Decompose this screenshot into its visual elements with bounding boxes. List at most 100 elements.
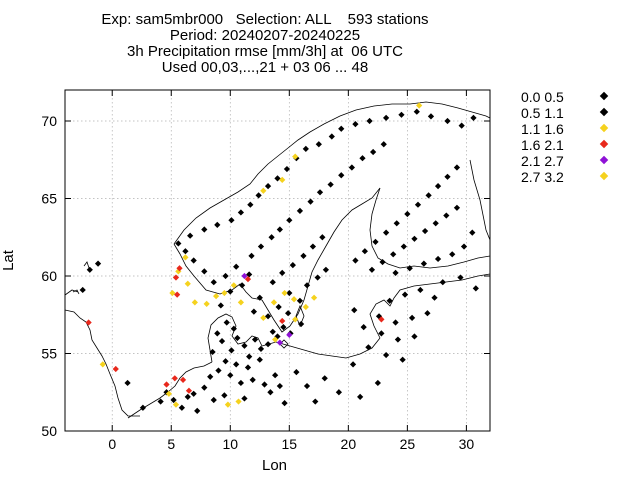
station-point	[408, 314, 416, 321]
station-point	[292, 316, 299, 323]
station-point	[431, 294, 438, 301]
station-point	[352, 257, 359, 264]
legend-item: 1.6 2.1	[521, 137, 616, 153]
station-point	[378, 316, 385, 323]
station-point	[264, 341, 272, 348]
station-point	[321, 375, 328, 382]
x-tick-label: 10	[222, 436, 238, 452]
station-point	[201, 226, 208, 233]
station-point	[246, 353, 253, 360]
legend-marker	[599, 139, 609, 149]
station-point	[420, 260, 428, 267]
station-point	[270, 299, 278, 306]
station-point	[235, 398, 242, 405]
y-axis-title: Lat	[0, 250, 17, 271]
station-point	[175, 240, 182, 247]
station-point	[351, 306, 358, 314]
station-point	[302, 303, 309, 311]
legend-marker	[599, 171, 609, 181]
station-point	[307, 198, 314, 205]
station-point	[312, 398, 319, 405]
legend-marker	[599, 123, 609, 133]
station-point	[280, 324, 287, 331]
legend-label: 2.1 2.7	[521, 153, 564, 169]
x-tick-label: 15	[282, 436, 298, 452]
station-point	[357, 393, 364, 401]
title-line-4: Used 00,03,...,21 + 03 06 ... 48	[161, 59, 369, 76]
coastline-map	[64, 101, 491, 419]
station-point	[297, 320, 305, 328]
station-point	[285, 310, 292, 317]
legend-item: 1.1 1.6	[521, 121, 616, 137]
station-point	[276, 339, 283, 346]
station-point	[260, 314, 267, 321]
station-point	[406, 265, 413, 272]
title-line-2: Period: 20240207-20240225	[169, 27, 361, 44]
station-point	[269, 328, 276, 335]
station-point	[472, 285, 479, 292]
station-point	[360, 324, 367, 331]
station-point	[261, 381, 268, 388]
legend-item: 0.5 1.1	[521, 105, 616, 121]
axis-ticks	[65, 90, 490, 432]
legend-marker	[599, 91, 609, 101]
station-point	[281, 399, 288, 407]
station-point	[228, 217, 235, 224]
y-tick-label: 55	[41, 346, 57, 362]
station-point	[434, 255, 442, 263]
station-point	[335, 389, 343, 396]
station-point	[469, 229, 476, 236]
station-point	[267, 389, 274, 396]
station-point	[457, 274, 464, 281]
station-point	[224, 401, 232, 408]
station-point	[276, 382, 283, 390]
station-point	[215, 367, 222, 374]
y-tick-label: 50	[41, 423, 57, 439]
x-tick-label: 30	[459, 436, 475, 452]
station-point	[172, 401, 180, 408]
station-point	[424, 310, 431, 317]
station-point	[286, 289, 293, 297]
station-point	[279, 269, 286, 277]
station-point	[286, 331, 293, 339]
station-point	[214, 221, 221, 228]
station-point	[303, 382, 311, 390]
title-line-1: Exp: sam5mbr000 Selection: ALL 593 stati…	[101, 11, 429, 28]
station-point	[378, 330, 385, 337]
legend-label: 0.0 0.5	[521, 89, 564, 105]
station-point	[246, 271, 253, 278]
station-point	[171, 375, 178, 382]
x-tick-label: 20	[341, 436, 357, 452]
station-point	[411, 333, 418, 340]
station-point	[399, 356, 406, 363]
y-tick-label: 65	[41, 191, 57, 207]
station-point	[392, 269, 399, 277]
legend-item: 0.0 0.5	[521, 89, 616, 105]
station-point	[264, 313, 272, 320]
station-point	[194, 407, 201, 414]
station-point	[439, 279, 446, 286]
station-point	[401, 291, 409, 298]
station-point	[214, 330, 221, 337]
x-tick-label: 5	[167, 436, 175, 452]
title-line-3: 3h Precipitation rmse [mm/3h] at 06 UTC	[127, 43, 403, 60]
station-point	[382, 351, 390, 359]
station-point	[272, 336, 279, 343]
station-point	[203, 300, 210, 308]
station-point	[272, 372, 279, 379]
station-point	[368, 266, 376, 273]
station-point	[281, 289, 288, 297]
station-point	[300, 252, 307, 259]
station-point	[349, 361, 357, 368]
legend-label: 1.1 1.6	[521, 121, 564, 137]
station-point	[434, 182, 442, 190]
station-point	[269, 279, 276, 286]
station-point	[382, 229, 390, 236]
station-point	[172, 274, 180, 281]
station-point	[417, 286, 424, 294]
plot-frame	[64, 89, 491, 432]
station-point	[293, 368, 300, 376]
legend-label: 0.5 1.1	[521, 105, 564, 121]
station-point	[386, 297, 393, 304]
